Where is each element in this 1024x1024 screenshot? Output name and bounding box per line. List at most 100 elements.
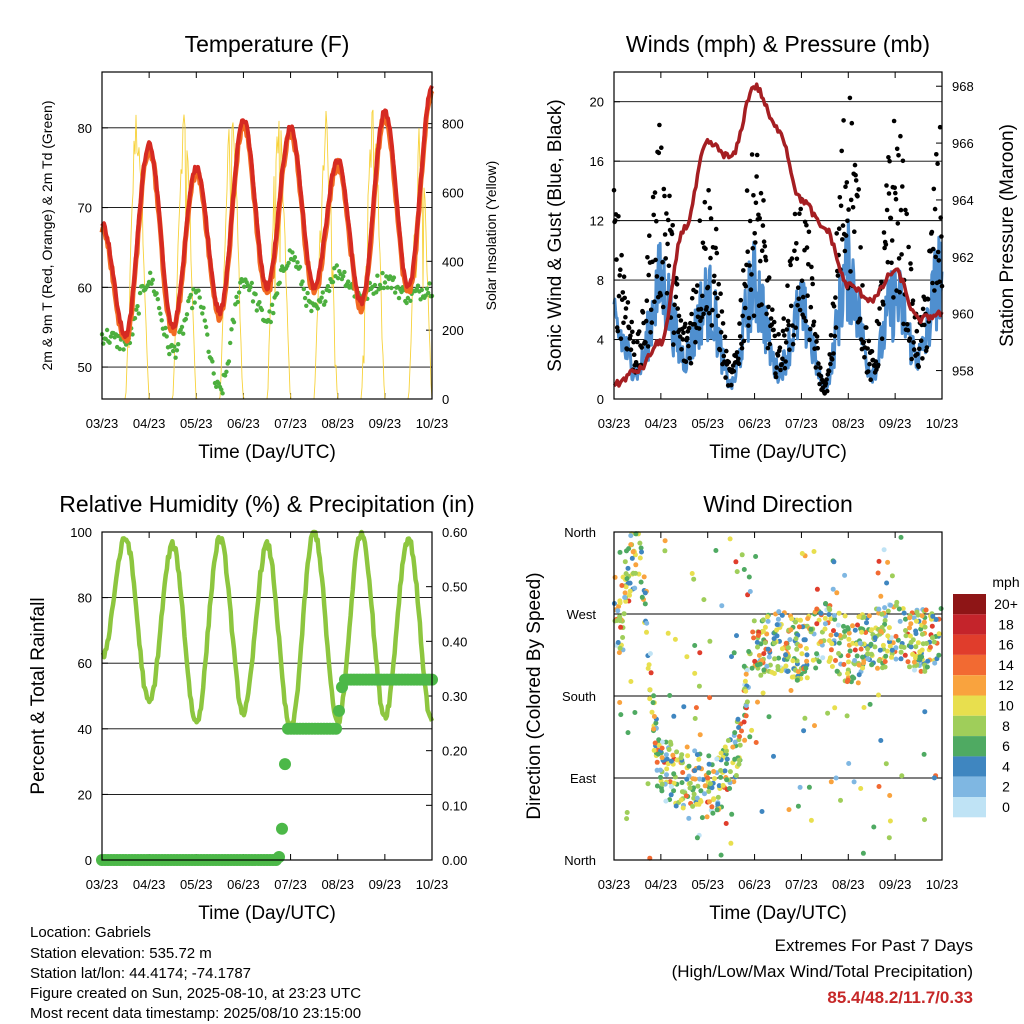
direction-point: [903, 628, 908, 633]
direction-point: [697, 732, 703, 738]
direction-point: [877, 647, 883, 653]
direction-point: [624, 816, 630, 822]
direction-point: [828, 779, 834, 785]
speed-legend-swatch: [953, 614, 986, 635]
direction-point: [707, 781, 713, 787]
direction-point: [858, 646, 864, 652]
direction-point: [615, 608, 621, 614]
speed-legend-label: 14: [998, 657, 1014, 673]
direction-point: [856, 662, 862, 668]
winds-y2tick-label: 958: [952, 364, 974, 379]
gust-point: [618, 267, 623, 273]
gust-point: [629, 319, 634, 325]
dewpoint-point: [253, 292, 258, 297]
direction-point: [691, 791, 697, 797]
gust-point: [703, 246, 708, 251]
dewpoint-point: [170, 348, 176, 354]
direction-point: [616, 650, 622, 656]
gust-point: [738, 297, 744, 303]
gust-point: [778, 367, 783, 373]
gust-point: [775, 353, 781, 358]
direction-point: [887, 639, 892, 645]
gust-point: [745, 249, 750, 254]
direction-point: [889, 573, 895, 579]
direction-point: [869, 627, 874, 633]
direction-point: [869, 662, 875, 667]
gust-point: [650, 194, 656, 200]
gust-point: [695, 314, 701, 320]
dewpoint-point: [320, 290, 325, 295]
gust-point: [736, 356, 741, 362]
direction-point: [729, 654, 734, 660]
gust-point: [908, 261, 913, 266]
direction-point: [670, 752, 676, 758]
gust-point: [932, 206, 938, 212]
temperature-xtick-label: 03/23: [86, 416, 119, 431]
direction-point: [771, 753, 776, 759]
direction-point: [662, 548, 668, 554]
gust-point: [718, 330, 724, 335]
gust-point: [689, 296, 695, 301]
direction-point: [710, 810, 716, 816]
direction-point: [898, 534, 904, 540]
direction-point: [741, 719, 747, 725]
direction-point: [910, 651, 916, 657]
gust-point: [707, 205, 713, 211]
direction-point: [865, 656, 871, 662]
direction-point: [692, 776, 698, 782]
gust-point: [715, 295, 720, 301]
direction-point: [723, 748, 729, 754]
direction-xtick-label: 05/23: [691, 877, 724, 892]
gust-point: [898, 207, 904, 213]
direction-point: [624, 810, 630, 815]
direction-point: [856, 672, 862, 678]
dewpoint-point: [387, 274, 393, 279]
direction-point: [667, 693, 673, 698]
gust-point: [804, 222, 809, 228]
direction-point: [854, 653, 860, 659]
gust-point: [740, 313, 745, 319]
direction-point: [685, 753, 691, 759]
gust-point: [753, 240, 758, 245]
direction-point: [638, 545, 644, 551]
dewpoint-point: [117, 346, 123, 352]
dewpoint-point: [424, 286, 430, 291]
direction-point: [743, 688, 749, 694]
direction-point: [911, 659, 917, 665]
gust-point: [811, 323, 816, 328]
gust-point: [619, 252, 624, 258]
direction-point: [654, 783, 660, 789]
direction-point: [868, 641, 874, 647]
direction-point: [706, 789, 712, 794]
gust-point: [664, 290, 670, 296]
humidity-xtick-label: 08/23: [321, 877, 354, 892]
direction-point: [831, 613, 837, 618]
gust-point: [903, 207, 908, 213]
gust-point: [826, 368, 832, 374]
dewpoint-point: [295, 260, 300, 265]
dewpoint-point: [184, 312, 190, 317]
direction-point: [905, 659, 911, 665]
gust-point: [911, 340, 916, 345]
dewpoint-point: [250, 299, 256, 304]
gust-point: [810, 281, 815, 287]
direction-point: [903, 633, 909, 639]
temperature-ytick-label: 70: [78, 201, 92, 216]
direction-point: [771, 636, 777, 642]
direction-point: [754, 639, 760, 645]
direction-point: [866, 613, 872, 619]
direction-point: [802, 637, 808, 643]
gust-point: [835, 273, 841, 278]
dewpoint-point: [121, 347, 126, 352]
direction-point: [856, 614, 862, 620]
gust-point: [711, 279, 716, 284]
gust-point: [837, 195, 843, 200]
gust-point: [783, 359, 788, 364]
temperature-xtick-label: 07/23: [274, 416, 307, 431]
direction-point: [808, 626, 814, 632]
direction-point: [724, 756, 730, 762]
direction-point: [684, 776, 690, 782]
humidity-ytick-label: 80: [78, 591, 92, 606]
gust-point: [724, 348, 729, 354]
gust-point: [626, 325, 632, 331]
